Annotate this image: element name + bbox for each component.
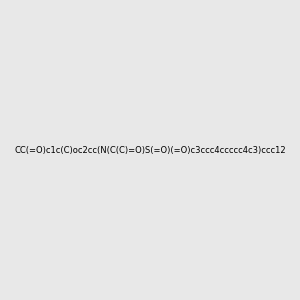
Text: CC(=O)c1c(C)oc2cc(N(C(C)=O)S(=O)(=O)c3ccc4ccccc4c3)ccc12: CC(=O)c1c(C)oc2cc(N(C(C)=O)S(=O)(=O)c3cc… <box>14 146 286 154</box>
